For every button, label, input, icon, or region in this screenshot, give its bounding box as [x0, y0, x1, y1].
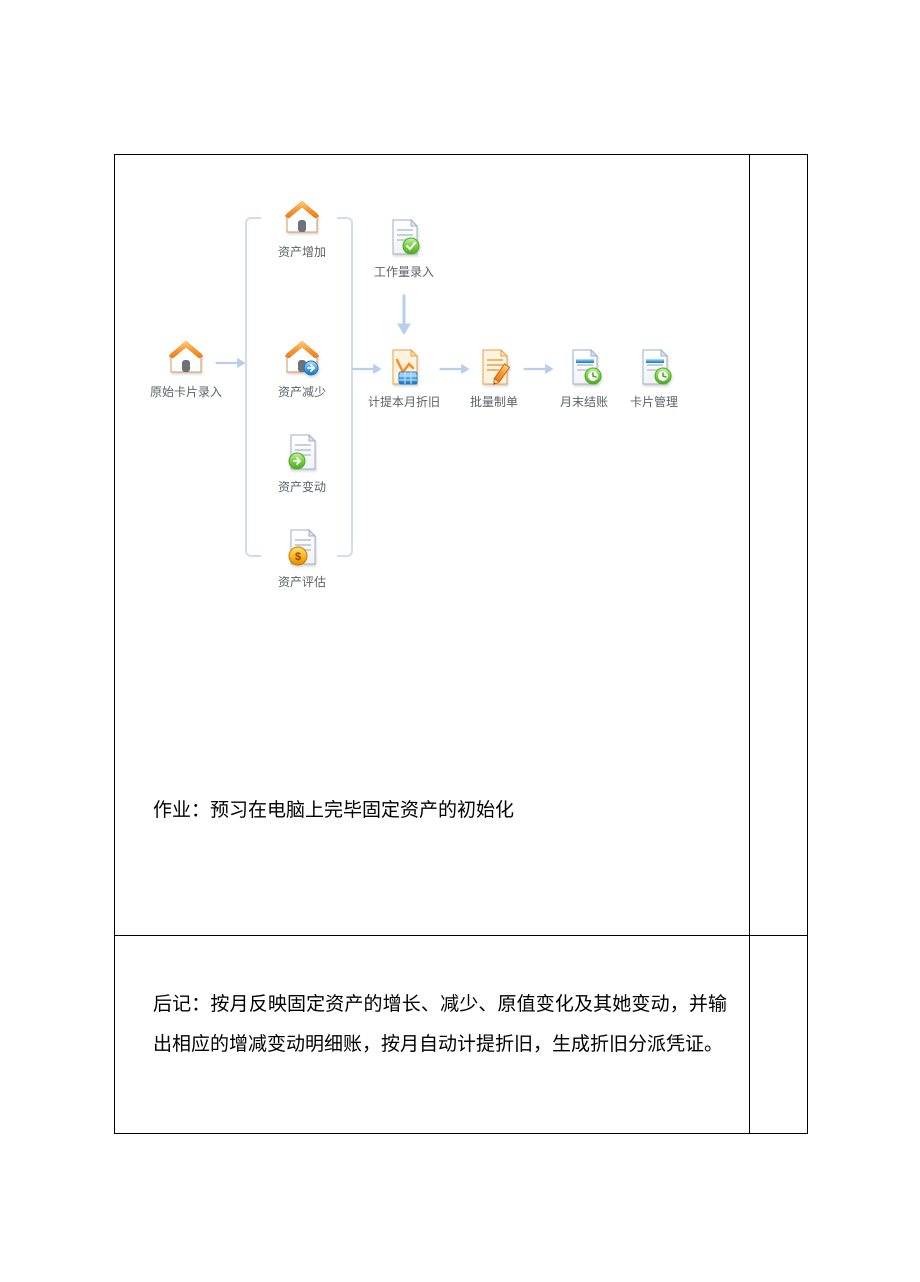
postscript-body: 按月反映固定资产的增长、减少、原值变化及其她变动，并输出相应的增减变动明细账，按…: [153, 994, 727, 1055]
section-divider: [115, 935, 807, 936]
node-label: 资产变动: [278, 478, 326, 495]
house-orange-icon: [164, 335, 208, 379]
doc-green-icon: [280, 430, 324, 474]
homework-body: 预习在电脑上完毕固定资产的初始化: [210, 800, 514, 821]
doc-calc-orange-icon: [382, 345, 426, 389]
bracket-left: [245, 217, 261, 557]
homework-section: 作业：预习在电脑上完毕固定资产的初始化: [153, 791, 727, 831]
node-reduce: 资产减少: [263, 335, 341, 400]
node-add: 资产增加: [263, 195, 341, 260]
node-label: 资产评估: [278, 573, 326, 590]
content-box: 原始卡片录入 资产增加资产减少资产变动资产评估 工作量录入计提本月折旧 批量制单 月末结…: [114, 154, 808, 1134]
node-label: 资产减少: [278, 383, 326, 400]
doc-clock-blue-icon: [562, 345, 606, 389]
node-label: 原始卡片录入: [150, 383, 222, 400]
doc-badge-green-icon: [382, 215, 426, 259]
house-blue-icon: [280, 335, 324, 379]
doc-clock-blue-icon: [632, 345, 676, 389]
node-card: 卡片管理: [615, 345, 693, 410]
page: 原始卡片录入 资产增加资产减少资产变动资产评估 工作量录入计提本月折旧 批量制单 月末结…: [0, 0, 920, 1282]
node-workload: 工作量录入: [365, 215, 443, 280]
node-label: 资产增加: [278, 243, 326, 260]
node-assess: 资产评估: [263, 525, 341, 590]
node-label: 卡片管理: [630, 393, 678, 410]
arrow-workload-to-depr: [396, 291, 412, 337]
house-orange-icon: [280, 195, 324, 239]
node-label: 批量制单: [470, 393, 518, 410]
node-label: 月末结账: [560, 393, 608, 410]
postscript-section: 后记：按月反映固定资产的增长、减少、原值变化及其她变动，并输出相应的增减变动明细…: [153, 985, 727, 1065]
node-change: 资产变动: [263, 430, 341, 495]
node-label: 工作量录入: [374, 263, 434, 280]
node-origin: 原始卡片录入: [147, 335, 225, 400]
right-column: [749, 155, 807, 1133]
flowchart: 原始卡片录入 资产增加资产减少资产变动资产评估 工作量录入计提本月折旧 批量制单 月末结…: [115, 155, 749, 755]
node-close: 月末结账: [545, 345, 623, 410]
homework-label: 作业：: [153, 800, 210, 821]
doc-coin-icon: [280, 525, 324, 569]
node-batch: 批量制单: [455, 345, 533, 410]
node-label: 计提本月折旧: [368, 393, 440, 410]
postscript-label: 后记：: [153, 994, 210, 1015]
node-depr: 计提本月折旧: [365, 345, 443, 410]
doc-pencil-orange-icon: [472, 345, 516, 389]
